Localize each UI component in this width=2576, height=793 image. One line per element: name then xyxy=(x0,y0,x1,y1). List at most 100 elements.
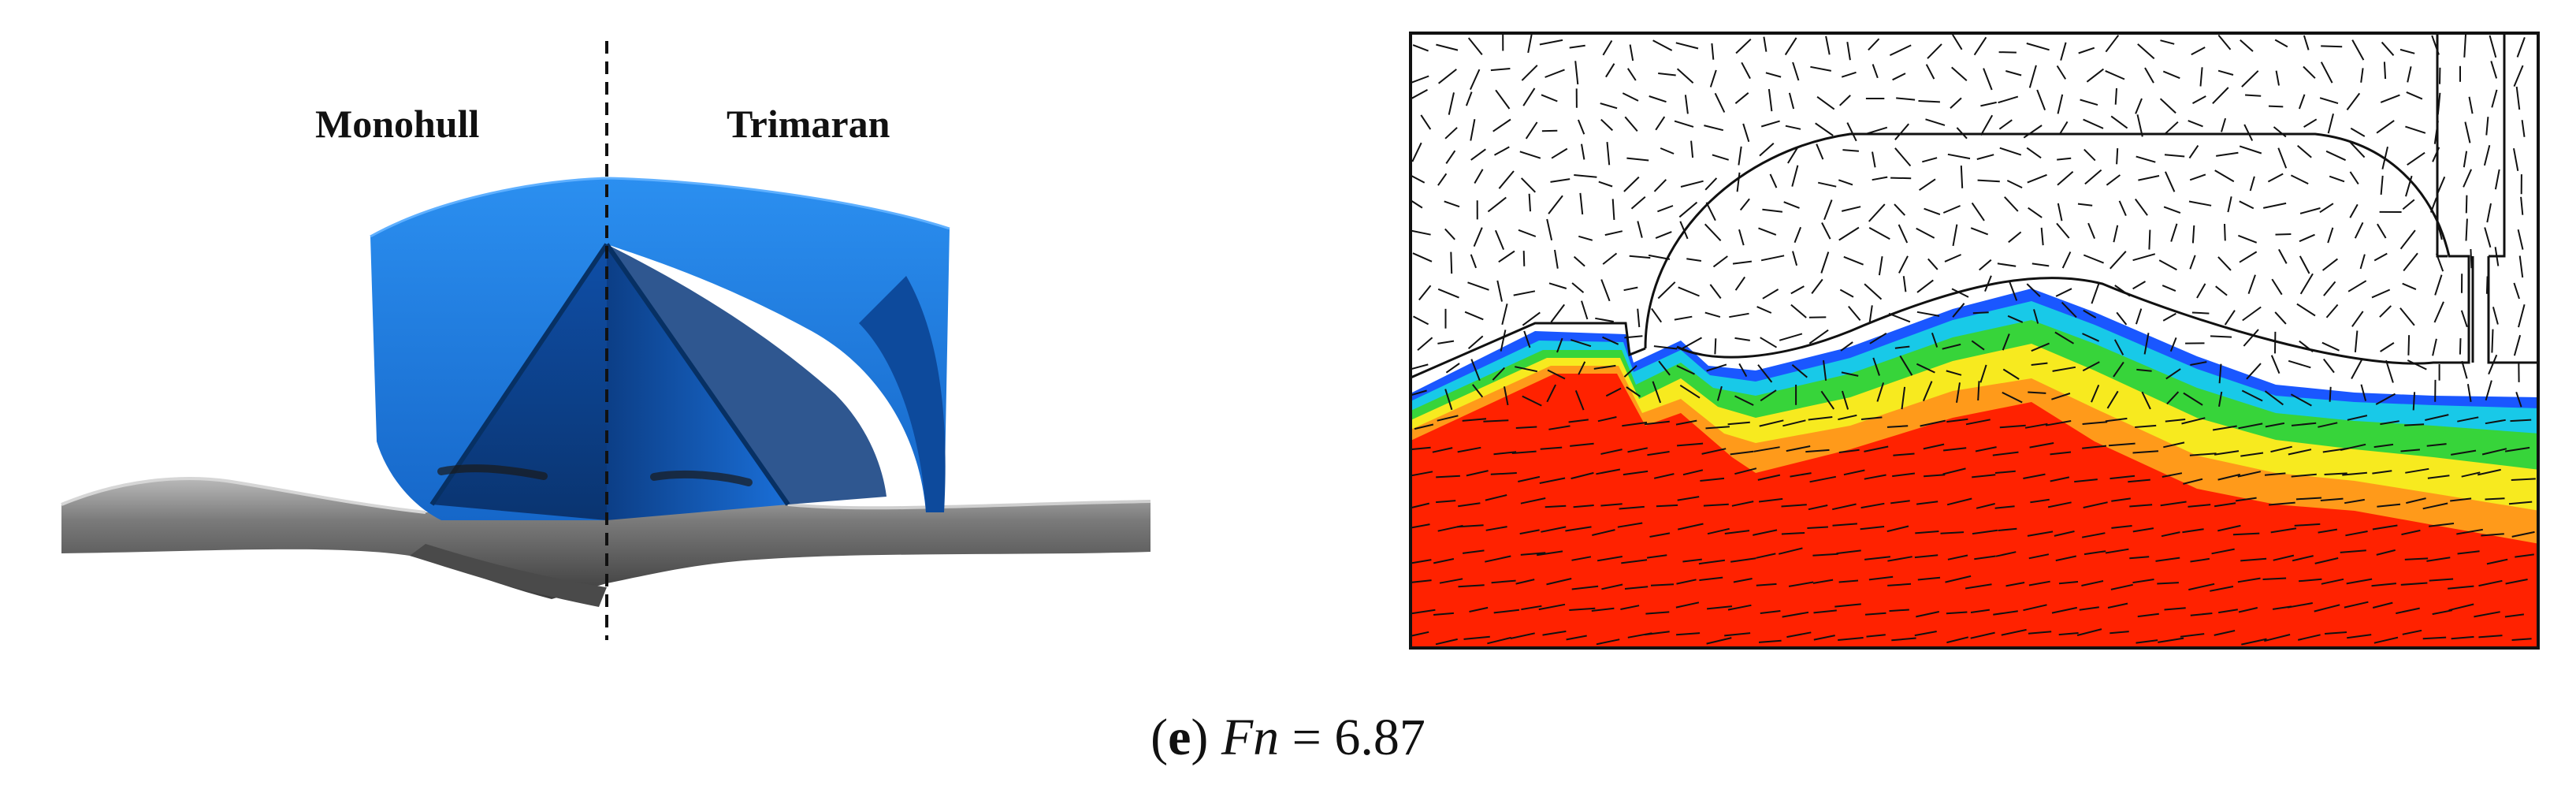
velocity-vector xyxy=(1546,384,1556,403)
velocity-vector xyxy=(1956,127,1968,140)
velocity-vector xyxy=(1548,282,1567,289)
velocity-vector xyxy=(2349,203,2359,218)
velocity-vector xyxy=(1759,419,1784,427)
velocity-vector xyxy=(1706,363,1727,372)
velocity-vector xyxy=(2028,65,2037,88)
velocity-vector xyxy=(2082,532,2106,538)
velocity-vector xyxy=(1519,529,1540,535)
velocity-vector xyxy=(1976,154,1994,160)
velocity-vector xyxy=(2359,254,2366,270)
velocity-vector xyxy=(1658,73,1676,76)
velocity-vector xyxy=(1812,579,1834,584)
velocity-vector xyxy=(2380,420,2399,426)
velocity-vector xyxy=(2273,554,2295,561)
velocity-vector xyxy=(2429,578,2454,582)
velocity-vector xyxy=(1916,501,1939,505)
velocity-vector xyxy=(2457,416,2479,423)
velocity-vector xyxy=(1579,192,1584,215)
velocity-vector xyxy=(1630,195,1646,210)
velocity-vector xyxy=(1637,308,1641,328)
velocity-vector xyxy=(2087,222,2096,239)
velocity-vector xyxy=(1896,97,1916,101)
velocity-vector xyxy=(2491,89,2498,108)
velocity-vector xyxy=(1623,286,1638,292)
velocity-vector xyxy=(2055,288,2072,297)
velocity-vector xyxy=(2385,359,2394,383)
velocity-vector xyxy=(1644,420,1670,426)
velocity-vector xyxy=(2297,144,2312,158)
velocity-vector xyxy=(1546,578,1572,586)
velocity-vector xyxy=(2448,585,2474,590)
velocity-vector xyxy=(2029,442,2054,449)
velocity-vector xyxy=(1577,119,1585,135)
velocity-vector xyxy=(2484,227,2492,248)
caption-letter: e xyxy=(1168,709,1191,766)
velocity-vector xyxy=(1432,447,1453,453)
velocity-vector xyxy=(1762,208,1783,213)
velocity-vector xyxy=(1591,607,1615,612)
velocity-vector xyxy=(1677,496,1700,501)
velocity-vector xyxy=(2483,145,2491,166)
velocity-vector xyxy=(2405,175,2413,197)
velocity-vector xyxy=(1544,504,1567,508)
velocity-vector xyxy=(1707,527,1730,535)
velocity-vector xyxy=(1646,554,1667,559)
velocity-vector xyxy=(1677,523,1704,531)
velocity-vector xyxy=(2162,285,2176,292)
velocity-vector xyxy=(1838,414,1857,421)
velocity-vector xyxy=(2106,390,2119,409)
velocity-vector xyxy=(2164,121,2179,135)
velocity-vector xyxy=(2262,577,2287,580)
velocity-vector xyxy=(2224,310,2236,326)
velocity-vector xyxy=(2485,276,2489,294)
velocity-vector xyxy=(1450,251,1453,274)
velocity-vector xyxy=(1494,146,1510,156)
velocity-vector xyxy=(2082,333,2100,342)
velocity-vector xyxy=(2081,580,2104,586)
velocity-vector xyxy=(2109,631,2129,635)
velocity-vector xyxy=(1498,170,1515,189)
velocity-vector xyxy=(2290,393,2312,407)
velocity-vector xyxy=(1496,280,1503,302)
velocity-vector xyxy=(1756,583,1777,586)
velocity-vector xyxy=(1841,206,1861,212)
flow-field-image xyxy=(1409,32,2540,650)
velocity-vector xyxy=(1676,365,1695,375)
velocity-vector xyxy=(1593,364,1616,370)
velocity-vector xyxy=(2275,70,2280,86)
velocity-vector xyxy=(1467,281,1489,291)
velocity-vector xyxy=(2239,251,2258,263)
velocity-vector xyxy=(1894,203,1906,216)
velocity-vector xyxy=(2057,171,2074,186)
velocity-vector xyxy=(1495,89,1511,110)
velocity-vector xyxy=(1872,151,1876,168)
velocity-vector xyxy=(1998,119,2013,130)
velocity-vector xyxy=(2239,200,2254,210)
velocity-vector xyxy=(1786,445,1811,452)
velocity-vector xyxy=(1724,530,1750,534)
velocity-vector xyxy=(2270,355,2280,374)
velocity-vector xyxy=(2510,419,2532,423)
velocity-vector xyxy=(1914,631,1937,637)
velocity-vector xyxy=(1724,632,1751,637)
velocity-vector xyxy=(1947,554,1968,560)
velocity-vector xyxy=(2325,150,2347,162)
velocity-vector xyxy=(1734,395,1754,406)
velocity-vector xyxy=(1872,176,1888,181)
velocity-vector xyxy=(2137,612,2159,618)
velocity-vector xyxy=(2489,35,2497,58)
velocity-vector xyxy=(1731,501,1754,507)
velocity-vector xyxy=(1522,251,1526,266)
velocity-vector xyxy=(1760,120,1780,128)
velocity-vector xyxy=(1916,227,1935,239)
velocity-vector xyxy=(2319,203,2334,214)
velocity-vector xyxy=(2114,87,2117,105)
velocity-vector xyxy=(1838,637,1864,641)
velocity-vector xyxy=(1629,44,1634,61)
velocity-vector xyxy=(2325,303,2339,318)
velocity-vector xyxy=(1788,581,1814,587)
velocity-vector xyxy=(1951,66,1968,82)
velocity-vector xyxy=(1760,255,1785,262)
velocity-vector xyxy=(1946,418,1968,423)
velocity-vector xyxy=(2028,207,2043,218)
